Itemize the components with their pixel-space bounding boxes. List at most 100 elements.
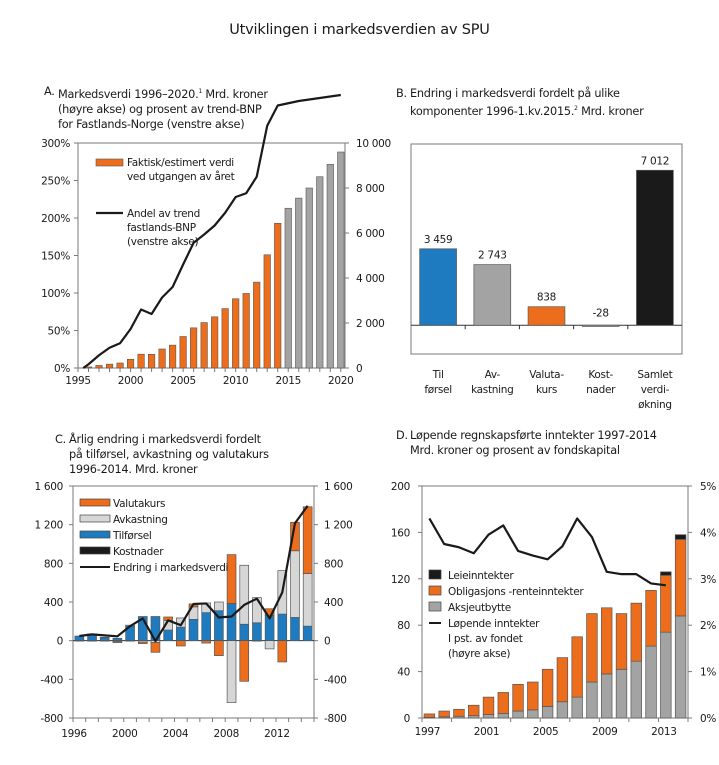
chart-d-bar-segment — [482, 696, 495, 715]
chart-c-bar-segment — [302, 625, 313, 642]
chart-b-title: B. Endring i markedsverdi fordelt på uli… — [396, 86, 644, 119]
chart-a-ytick-label-left: 150% — [41, 251, 70, 263]
chart-a-ytick-label-right: 10 000 — [356, 138, 391, 150]
chart-a-bar — [169, 344, 177, 369]
chart-a-bar — [200, 322, 208, 369]
chart-a-title-line: Markedsverdi 1996–2020. — [58, 87, 199, 101]
chart-b-category-label: Av- — [485, 369, 501, 381]
chart-c-legend-swatch — [79, 514, 111, 523]
chart-d-xtick-label: 2013 — [651, 726, 677, 738]
chart-c-legend-swatch — [79, 498, 111, 507]
chart-c-ytick-label-right: 1 600 — [324, 481, 353, 493]
chart-d-bar-segment — [615, 668, 628, 719]
chart-c-title: C. Årlig endring i markedsverdi fordelt … — [55, 432, 269, 477]
chart-c-bar-segment — [214, 601, 224, 612]
chart-d-xtick-label: 1997 — [415, 726, 441, 738]
chart-d-ytick-label-left: 40 — [397, 667, 410, 679]
chart-a-bar — [305, 187, 313, 369]
chart-d-bar-segment — [423, 713, 436, 718]
chart-a-ytick-label-left: 50% — [48, 326, 71, 338]
chart-c-bar-segment — [99, 637, 110, 642]
chart-a-bar — [326, 164, 334, 369]
chart-c-legend-label: Endring i markedsverdi — [113, 562, 228, 574]
chart-d-bar-segment — [527, 709, 539, 719]
chart-a-bar — [158, 348, 166, 369]
chart-c-bar-segment — [239, 623, 250, 642]
chart-b-data-label: 838 — [537, 292, 556, 304]
chart-c-ytick-label-left: 800 — [44, 558, 63, 570]
chart-c-bar-segment — [277, 640, 288, 663]
chart-a: 0% 50% 100% 150% 200% 250% 300% 0 2 000 4 000 6 00… — [41, 93, 391, 387]
chart-d-bar-segment — [601, 607, 613, 675]
chart-c-bar-segment — [277, 613, 288, 642]
chart-d-bar-segment — [468, 704, 480, 717]
chart-a-xtick-label: 2000 — [118, 375, 144, 387]
chart-c-ytick-label-right: 1 200 — [324, 520, 353, 532]
chart-d-bar-segment — [674, 615, 687, 719]
chart-d-legend-swatch — [428, 585, 442, 596]
chart-c-ytick-label-right: 800 — [324, 558, 343, 570]
chart-c-legend-label: Kostnader — [113, 546, 164, 558]
chart-d-ytick-label-right: 4% — [700, 527, 716, 539]
chart-c-bar-segment — [302, 506, 313, 574]
chart-c-legend-label: Valutakurs — [113, 498, 165, 510]
chart-a-bar — [190, 327, 198, 369]
chart-a-title-line: for Fastlands-Norge (venstre akse) — [58, 117, 245, 131]
chart-a-ytick-label-right: 2 000 — [356, 318, 385, 330]
chart-c-bar-segment — [176, 626, 186, 642]
chart-a-legend-label: (venstre akse) — [127, 236, 198, 248]
chart-c-bar-segment — [163, 629, 173, 642]
chart-d-ytick-label-left: 0 — [404, 713, 410, 725]
chart-a-legend-label: Andel av trend — [127, 208, 200, 220]
chart-a-title-line: (høyre akse) og prosent av trend-BNP — [58, 102, 262, 116]
chart-b-category-label: Kost- — [588, 369, 613, 381]
chart-b-category-label: Til — [432, 369, 444, 381]
chart-d-bar-segment — [571, 636, 583, 698]
chart-a-ytick-label-left: 250% — [41, 176, 70, 188]
chart-d-ytick-label-right: 2% — [700, 620, 716, 632]
chart-a-bar — [232, 298, 240, 369]
chart-c-ytick-label-right: -800 — [324, 713, 347, 725]
chart-d-legend-label: Obligasjons -renteinntekter — [448, 586, 584, 598]
chart-d-bar-segment — [674, 534, 687, 540]
chart-c-title-line: 1996-2014. Mrd. kroner — [69, 463, 198, 476]
chart-d-legend-swatch — [428, 601, 442, 612]
chart-c-bar-segment — [150, 642, 161, 653]
chart-a-ytick-label-left: 200% — [41, 213, 70, 225]
chart-c-bar-segment — [176, 640, 186, 647]
chart-d-bar-segment — [615, 613, 628, 670]
chart-c-title-line: på tilførsel, avkastning og valutakurs — [69, 448, 269, 461]
chart-c-bar-segment — [290, 550, 300, 618]
chart-b-letter: B. — [396, 87, 407, 100]
chart-a-ytick-label-left: 100% — [41, 288, 70, 300]
chart-b-data-label: 2 743 — [478, 250, 507, 262]
chart-a-bar — [221, 308, 229, 369]
chart-d-ytick-label-right: 1% — [700, 667, 716, 679]
chart-d-legend-swatch — [428, 569, 442, 580]
chart-b-title-line: komponenter 1996-1.kv.2015. — [410, 104, 575, 118]
chart-c-bar-segment — [239, 564, 250, 625]
chart-d-ytick-label-left: 200 — [391, 481, 410, 493]
chart-a-xtick-label: 2005 — [170, 375, 196, 387]
chart-d-bar-segment — [660, 631, 672, 719]
chart-d-bar-segment — [453, 708, 465, 717]
chart-d-bar-segment — [497, 713, 509, 719]
chart-c-ytick-label-right: 0 — [324, 636, 330, 648]
chart-c-bar-segment — [214, 640, 224, 657]
chart-c-letter: C. — [55, 433, 66, 446]
chart-d-bar-segment — [512, 684, 524, 712]
chart-c-legend-swatch — [79, 546, 111, 555]
chart-d-title-line: Løpende regnskapsførte inntekter 1997-20… — [410, 429, 657, 442]
chart-b-data-label: 7 012 — [641, 155, 670, 167]
chart-a-xtick-label: 2020 — [328, 375, 354, 387]
chart-a-bar — [337, 151, 345, 369]
chart-c-legend-label: Tilførsel — [112, 530, 152, 542]
chart-d-bar-segment — [527, 681, 539, 711]
chart-c-bar-segment — [188, 619, 199, 642]
chart-c-legend-label: Avkastning — [113, 514, 168, 526]
chart-c-ytick-label-left: 0 — [57, 636, 63, 648]
chart-d-legend-label: Løpende inntekter — [448, 618, 540, 630]
chart-d-xtick-label: 2005 — [533, 726, 559, 738]
chart-c-bar-segment — [226, 640, 237, 703]
chart-d-letter: D. — [396, 429, 408, 442]
